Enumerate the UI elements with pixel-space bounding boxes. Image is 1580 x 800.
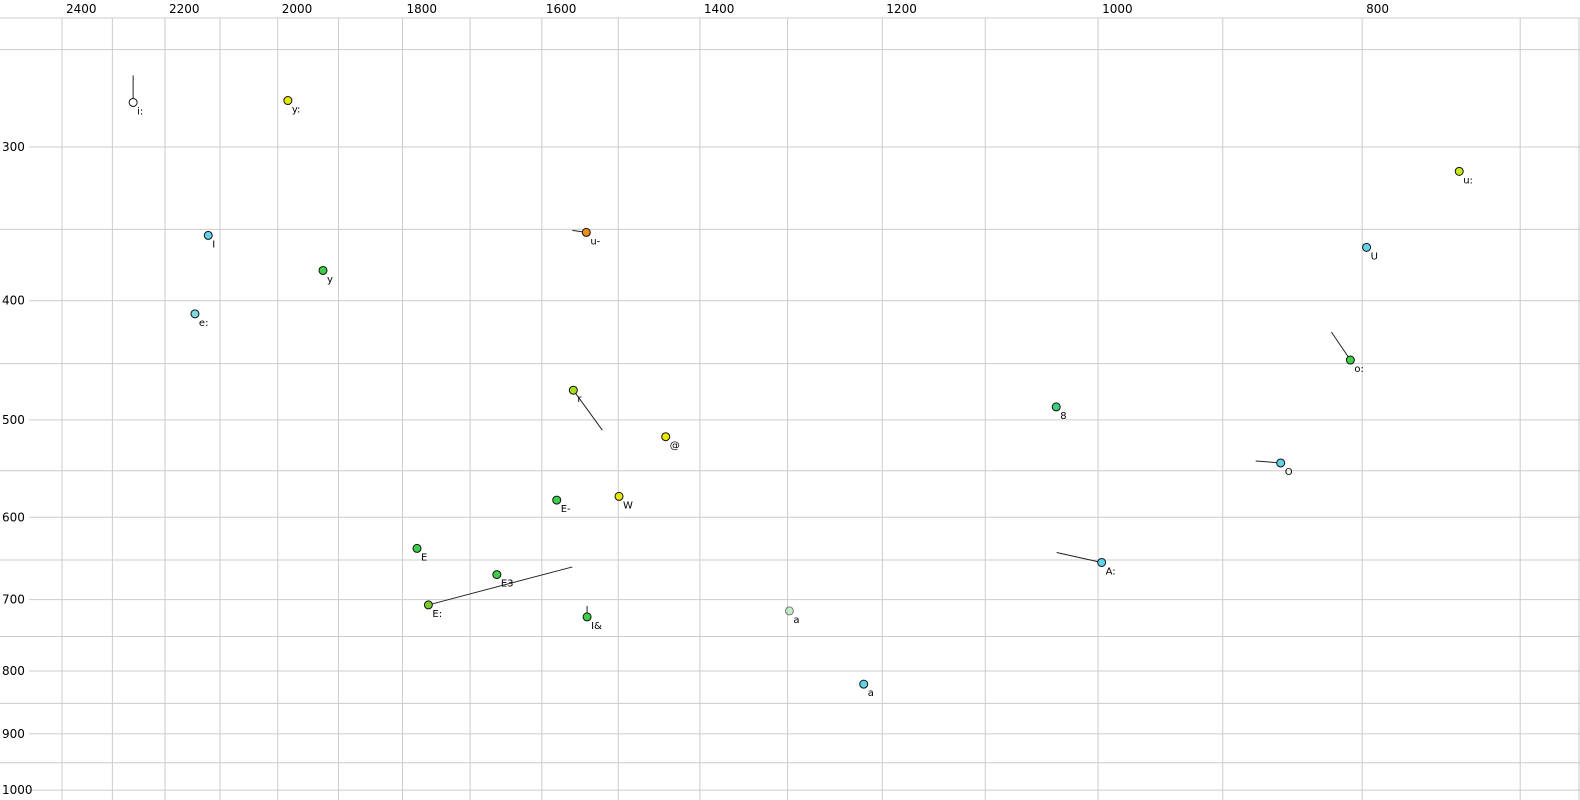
data-point-O: [1276, 458, 1286, 468]
data-point-label-u-: u-: [590, 236, 600, 247]
x-tick-label-1200: 1200: [886, 2, 917, 16]
y-tick-label-bg: [0, 292, 29, 308]
y-tick-label-800: 800: [2, 664, 25, 678]
x-tick-label-2000: 2000: [282, 2, 313, 16]
x-tick-label-1600: 1600: [546, 2, 577, 16]
x-tick-label-1400: 1400: [704, 2, 735, 16]
data-point-@: [661, 432, 671, 442]
data-point-U: [1362, 242, 1372, 252]
data-point-o:: [1345, 355, 1355, 365]
data-point-E3: [492, 570, 502, 580]
y-tick-label-900: 900: [2, 727, 25, 741]
y-tick-label-bg: [0, 509, 29, 525]
tail-line-r: [572, 389, 603, 431]
data-point-a: [859, 679, 869, 689]
y-tick-label-bg: [0, 591, 29, 607]
data-point-label-U: U: [1371, 251, 1378, 262]
data-point-I&: [582, 612, 592, 622]
data-point-e:: [190, 309, 200, 319]
x-tick-label-2400: 2400: [66, 2, 97, 16]
data-point-label-e:: e:: [199, 318, 209, 329]
data-point-label-8: 8: [1060, 411, 1066, 422]
data-point-a: [784, 606, 794, 616]
data-point-u:: [1454, 166, 1464, 176]
tail-line-E:: [428, 566, 573, 606]
data-point-8: [1051, 402, 1061, 412]
data-point-label-A:: A:: [1106, 566, 1116, 577]
data-point-label-@: @: [670, 441, 680, 452]
data-point-label-r: r: [577, 394, 582, 405]
data-point-label-I: I: [212, 239, 215, 250]
y-tick-label-500: 500: [2, 413, 25, 427]
data-point-E: [412, 543, 422, 553]
data-point-label-E:: E:: [432, 609, 442, 620]
y-tick-label-1000: 1000: [2, 783, 33, 797]
data-point-label-E-: E-: [561, 504, 571, 515]
data-point-label-O: O: [1285, 467, 1293, 478]
data-point-label-u:: u:: [1463, 175, 1473, 186]
y-tick-label-bg: [0, 662, 29, 678]
data-point-label-y: y: [327, 274, 333, 285]
y-tick-label-600: 600: [2, 510, 25, 524]
data-point-E:: [423, 600, 433, 610]
y-tick-label-400: 400: [2, 294, 25, 308]
data-point-label-a: a: [793, 615, 799, 626]
tail-line-A:: [1056, 551, 1102, 563]
y-tick-label-700: 700: [2, 593, 25, 607]
y-tick-label-300: 300: [2, 140, 25, 154]
data-point-y: [318, 265, 328, 275]
x-tick-label-1000: 1000: [1102, 2, 1133, 16]
y-tick-label-bg: [0, 782, 29, 798]
data-point-label-I&: I&: [591, 621, 602, 632]
data-point-r: [568, 385, 578, 395]
data-point-label-E3: E3: [501, 579, 514, 590]
data-point-y:: [283, 96, 293, 106]
data-point-u-: [581, 227, 591, 237]
data-point-i:: [128, 97, 138, 107]
data-point-label-E: E: [421, 552, 427, 563]
y-tick-label-bg: [0, 725, 29, 741]
tail-line-o:: [1330, 331, 1351, 361]
data-point-A:: [1097, 557, 1107, 567]
x-tick-label-1800: 1800: [406, 2, 437, 16]
x-tick-label-2200: 2200: [169, 2, 200, 16]
data-point-I: [203, 230, 213, 240]
y-tick-label-bg: [0, 411, 29, 427]
data-point-label-W: W: [623, 500, 633, 511]
y-tick-label-bg: [0, 139, 29, 154]
x-tick-label-800: 800: [1366, 2, 1389, 16]
data-point-E-: [552, 495, 562, 505]
data-point-label-o:: o:: [1354, 364, 1364, 375]
data-point-label-i:: i:: [137, 106, 143, 117]
data-point-W: [614, 491, 624, 501]
data-point-label-y:: y:: [292, 105, 301, 116]
data-point-label-a: a: [868, 688, 874, 699]
